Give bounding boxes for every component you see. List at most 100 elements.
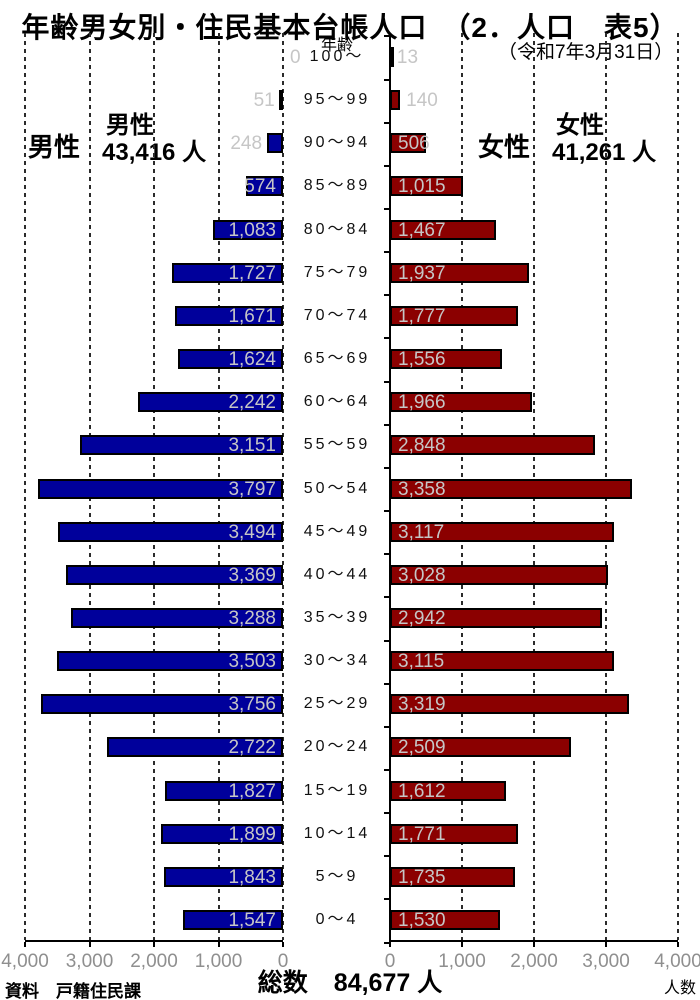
age-group-label: 50～54 xyxy=(303,479,371,497)
female-axis-tick xyxy=(384,294,389,297)
male-bar-value: 1,899 xyxy=(228,823,276,845)
male-bar xyxy=(79,435,283,456)
female-bar-value: 1,771 xyxy=(398,823,446,845)
female-bar-value: 1,467 xyxy=(398,219,446,241)
female-summary-name: 女性 xyxy=(556,112,604,139)
total-label: 総数 xyxy=(257,969,308,997)
male-bar xyxy=(164,866,283,887)
female-axis-tick xyxy=(384,639,389,642)
male-bottom-tick xyxy=(282,942,284,947)
male-bottom-tick xyxy=(217,942,220,947)
female-axis-tick-label: 1,000 xyxy=(438,951,486,972)
female-bar-value: 1,556 xyxy=(398,349,446,371)
male-bar xyxy=(38,478,283,499)
female-bar xyxy=(390,392,532,413)
female-bar-value: 2,509 xyxy=(398,737,446,759)
age-group-label: 45～49 xyxy=(303,522,371,540)
male-bar xyxy=(160,823,283,844)
female-bottom-axis xyxy=(390,940,678,942)
male-bar-value: 2,242 xyxy=(228,392,276,414)
female-bar xyxy=(390,435,596,456)
female-bar-value: 2,848 xyxy=(398,435,446,457)
male-summary-name: 男性 xyxy=(106,112,154,139)
male-bottom-tick xyxy=(153,942,155,947)
female-axis-label: 女性 xyxy=(478,132,531,162)
female-axis-tick xyxy=(384,510,389,513)
male-axis-tick-label: 2,000 xyxy=(130,951,178,972)
female-bar-value: 1,966 xyxy=(398,392,446,414)
female-axis-tick xyxy=(384,855,389,858)
age-group-label: 40～44 xyxy=(303,565,371,583)
female-axis-tick-label: 2,000 xyxy=(510,951,558,972)
female-bar xyxy=(390,737,571,758)
age-axis-title: 年齢 xyxy=(320,37,353,54)
female-axis-tick xyxy=(384,423,389,426)
male-axis-tick-label: 3,000 xyxy=(65,951,114,972)
male-axis-tick-label: 4,000 xyxy=(1,951,49,972)
female-bottom-tick xyxy=(677,942,679,947)
female-bar xyxy=(390,823,518,844)
age-group-label: 0～4 xyxy=(315,911,359,928)
age-group-label: 75～79 xyxy=(303,263,371,281)
female-bar xyxy=(390,910,501,930)
age-group-label: 20～24 xyxy=(303,738,371,756)
male-bar xyxy=(107,737,283,758)
female-axis-tick xyxy=(384,682,389,685)
female-axis-tick xyxy=(384,208,389,210)
age-group-label: 100～ xyxy=(309,48,365,65)
male-bar xyxy=(178,349,283,370)
female-bar-value: 13 xyxy=(396,47,419,68)
age-group-label: 65～69 xyxy=(303,350,371,368)
male-axis-label: 男性 xyxy=(28,132,81,162)
female-bar xyxy=(390,219,496,240)
female-bar-value: 2,942 xyxy=(398,607,446,629)
male-bar xyxy=(245,176,283,197)
right-gridline xyxy=(677,33,679,940)
female-bar-value: 1,735 xyxy=(398,866,446,888)
female-bar-value: 1,015 xyxy=(398,176,446,198)
male-bar xyxy=(57,521,283,542)
male-bottom-tick xyxy=(24,942,26,947)
male-bar xyxy=(213,219,283,240)
age-group-label: 25～29 xyxy=(303,695,371,713)
male-bar xyxy=(40,694,283,715)
page-title: 年齢男女別・住民基本台帳人口 （2．人口 表5） xyxy=(21,12,679,43)
female-bar xyxy=(390,564,609,585)
age-group-label: 70～74 xyxy=(303,306,371,324)
female-axis-tick xyxy=(384,380,389,383)
male-bar-value: 3,756 xyxy=(228,694,276,716)
female-bar-value: 140 xyxy=(406,90,438,112)
female-axis-tick xyxy=(384,898,389,901)
source-note: 資料 戸籍住民課 xyxy=(5,982,141,1000)
age-group-label: 30～34 xyxy=(303,652,371,670)
female-bar-value: 3,358 xyxy=(398,478,446,500)
female-axis-tick xyxy=(384,121,389,124)
female-bar-value: 1,937 xyxy=(398,262,446,284)
female-bar xyxy=(390,866,515,887)
male-axis-tick-label: 1,000 xyxy=(194,951,243,972)
female-bar xyxy=(390,349,503,370)
age-group-label: 35～39 xyxy=(303,608,371,626)
male-bar-value: 3,503 xyxy=(228,651,276,673)
age-group-label: 85～89 xyxy=(303,177,371,195)
male-bar xyxy=(65,564,283,585)
male-bar xyxy=(175,305,283,326)
male-bar xyxy=(267,133,283,154)
female-bar-value: 1,530 xyxy=(398,910,446,931)
male-bar-value: 1,624 xyxy=(228,349,276,371)
male-bar-value: 1,547 xyxy=(228,910,276,931)
age-group-label: 5～9 xyxy=(315,867,359,885)
male-axis-tick-label: 0 xyxy=(277,951,289,972)
male-bar-value: 1,083 xyxy=(228,219,276,241)
male-bar-value: 3,288 xyxy=(228,607,276,629)
female-bottom-tick xyxy=(389,942,391,947)
date-note: （令和7年3月31日） xyxy=(498,42,674,63)
female-bar xyxy=(390,305,518,326)
female-bar xyxy=(390,90,401,111)
age-group-label: 55～59 xyxy=(303,436,371,454)
male-bar xyxy=(165,780,283,801)
female-bar-value: 1,612 xyxy=(398,780,446,802)
male-bar xyxy=(171,262,283,283)
left-gridline xyxy=(282,33,284,940)
male-bar xyxy=(138,392,283,413)
